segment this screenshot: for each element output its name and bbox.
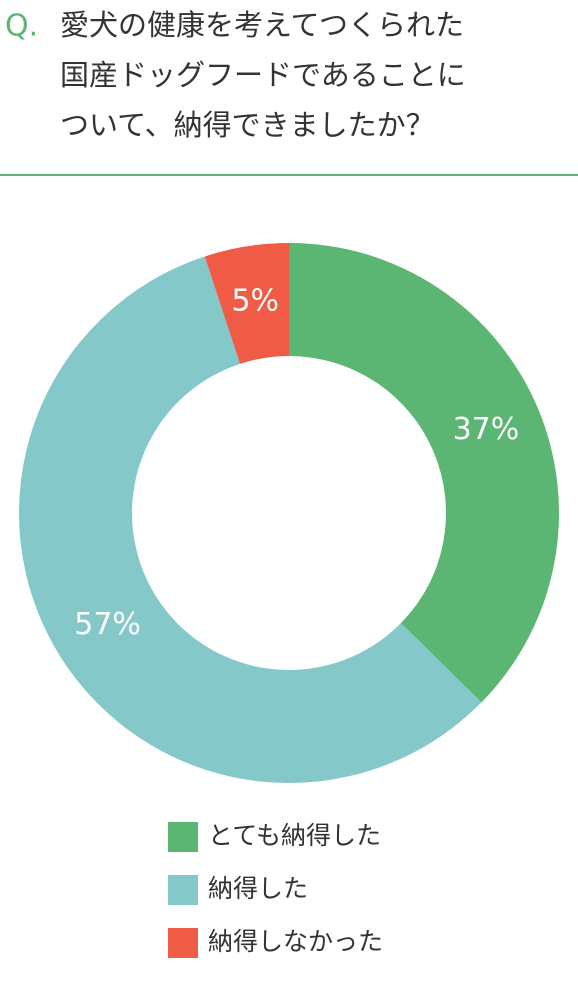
legend-swatch bbox=[168, 875, 198, 905]
data-label: 37% bbox=[453, 412, 520, 447]
data-label: 57% bbox=[74, 607, 141, 642]
legend-label: 納得した bbox=[208, 874, 308, 903]
donut-segment bbox=[18, 256, 482, 783]
donut-segment bbox=[289, 243, 559, 703]
title-line: ついて、納得できましたか？ bbox=[60, 108, 435, 142]
title-line: 国産ドッグフードであることに bbox=[60, 58, 466, 92]
legend-label: 納得しなかった bbox=[208, 927, 383, 956]
title-prefix: Q. bbox=[5, 9, 38, 44]
data-label: 5% bbox=[231, 284, 279, 319]
legend-label: とても納得した bbox=[208, 821, 381, 850]
legend-swatch bbox=[168, 822, 198, 852]
title-line: 愛犬の健康を考えてつくられた bbox=[60, 8, 464, 42]
legend-swatch bbox=[168, 928, 198, 958]
donut-segment bbox=[204, 243, 289, 364]
